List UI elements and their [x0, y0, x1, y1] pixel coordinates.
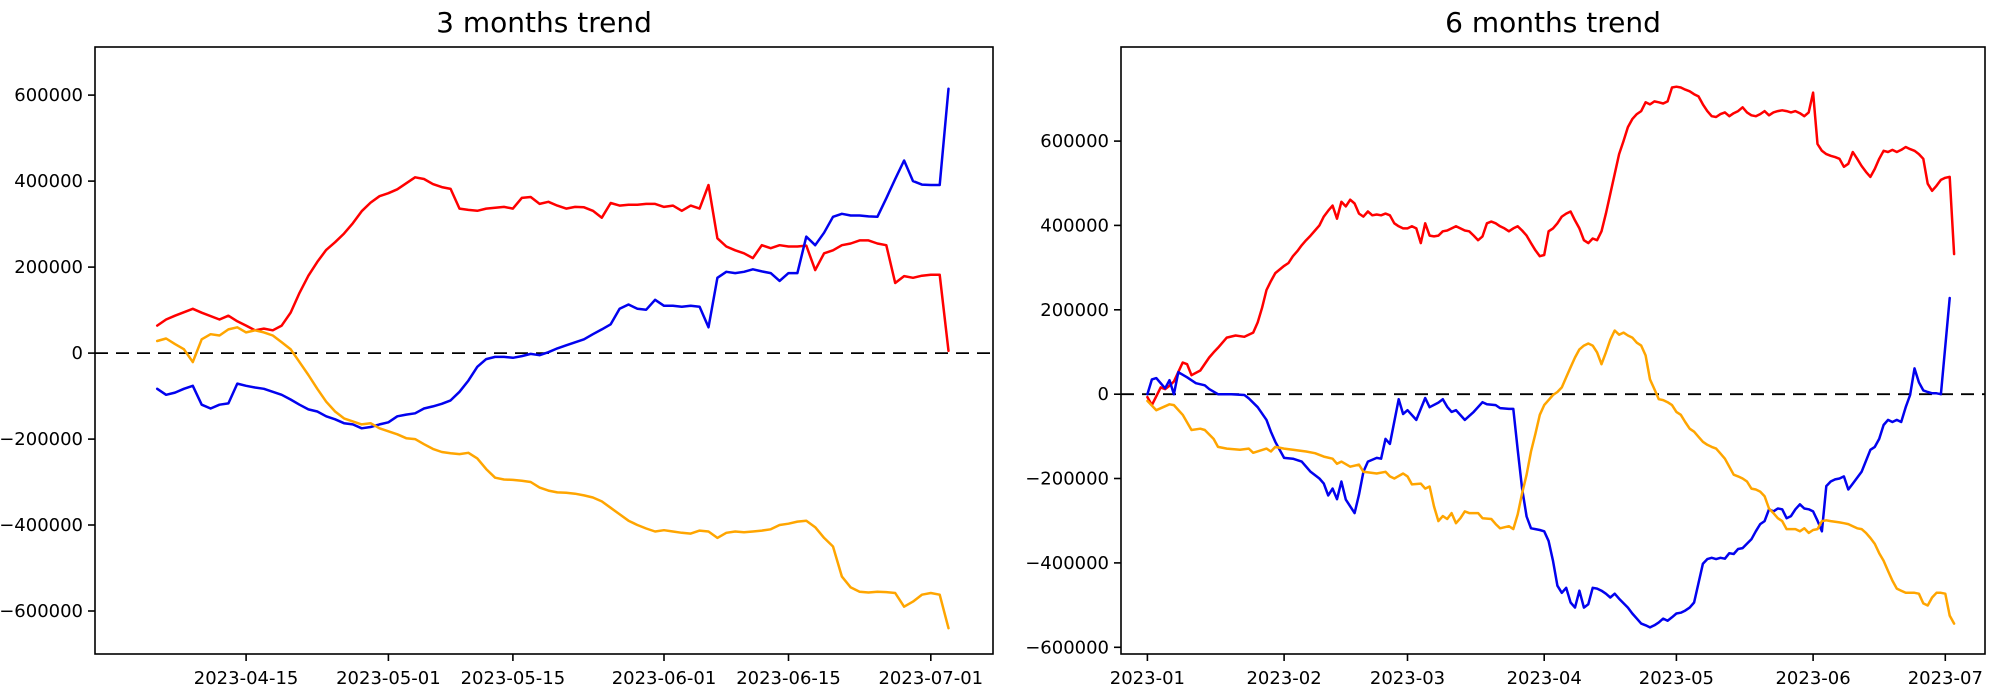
y-axis-tick-label: 0 [1098, 384, 1109, 405]
chart-title-3-months: 3 months trend [436, 6, 652, 39]
series-line-blue [155, 87, 950, 430]
y-axis-tick-label: −200000 [1025, 469, 1109, 490]
x-axis-tick-label: 2023-05-01 [336, 668, 441, 689]
y-axis-tick-label: 600000 [1040, 131, 1109, 152]
series-line-red [155, 176, 950, 353]
x-axis-tick-label: 2023-07-01 [878, 668, 983, 689]
y-axis-tick-label: −400000 [0, 515, 83, 536]
plot-frame [1120, 46, 1986, 655]
plot-area-6-months: −600000 −400000 −200000 0 200000 400000 600000… [1025, 46, 1986, 689]
x-axis-tick-label: 2023-03 [1370, 668, 1445, 689]
x-axis-tick-label: 2023-04-15 [194, 668, 299, 689]
chart-3-months-trend: 3 months trend −600000 −400000 −200000 0 200… [0, 6, 994, 689]
y-axis-tick-label: 400000 [1040, 215, 1109, 236]
chart-title-6-months: 6 months trend [1445, 6, 1661, 39]
y-axis-tick-label: 200000 [1040, 300, 1109, 321]
x-axis-tick-label: 2023-04 [1507, 668, 1582, 689]
chart-6-months-trend: 6 months trend −600000 −400000 −200000 0 200… [1000, 0, 2000, 700]
x-axis-tick-label: 2023-06 [1775, 668, 1850, 689]
y-axis-tick-label: 200000 [14, 257, 83, 278]
plot-frame [94, 46, 994, 655]
x-axis-tick-label: 2023-05 [1639, 668, 1714, 689]
y-axis-tick-label: −600000 [0, 601, 83, 622]
x-axis-tick-label: 2023-06-01 [612, 668, 717, 689]
y-axis-tick-label: 400000 [14, 171, 83, 192]
y-axis-tick-label: 0 [72, 343, 83, 364]
y-axis-tick-label: −400000 [1025, 553, 1109, 574]
series-line-orange [155, 326, 950, 630]
x-axis-tick-label: 2023-01 [1110, 668, 1185, 689]
x-axis-tick-label: 2023-06-15 [736, 668, 841, 689]
x-axis-tick-label: 2023-07 [1908, 668, 1983, 689]
series-line-blue [1146, 296, 1951, 629]
y-axis-tick-label: 600000 [14, 85, 83, 106]
plot-area-3-months: −600000 −400000 −200000 0 200000 400000 600000… [0, 46, 994, 689]
series-line-orange [1146, 329, 1956, 625]
series-line-red [1146, 85, 1956, 407]
y-axis-tick-label: −200000 [0, 429, 83, 450]
x-axis-tick-label: 2023-02 [1246, 668, 1321, 689]
y-axis-tick-label: −600000 [1025, 637, 1109, 658]
x-axis-tick-label: 2023-05-15 [461, 668, 566, 689]
